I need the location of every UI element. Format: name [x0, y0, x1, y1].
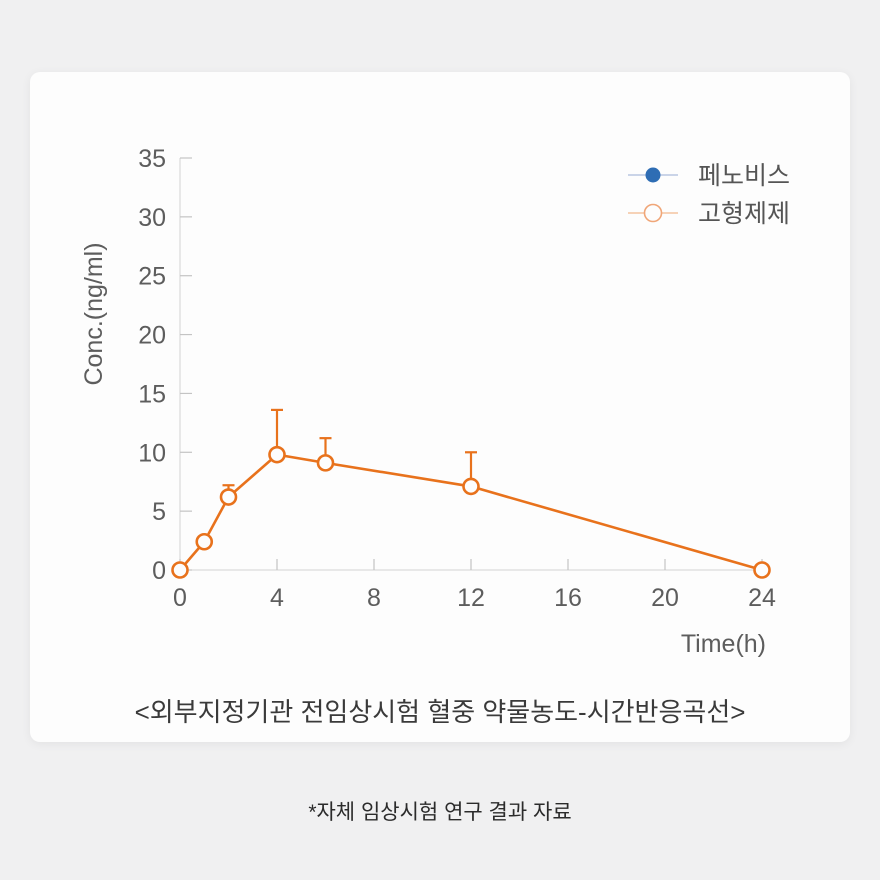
x-tick-label: 20 [651, 584, 679, 612]
line-chart: 0 5 10 15 20 25 30 35 0 4 8 12 16 20 24 Conc.(ng/ml) Tim… [80, 145, 790, 658]
chart-caption: <외부지정기관 전임상시험 혈중 약물농도-시간반응곡선> [134, 697, 746, 727]
x-tick-label: 12 [457, 584, 485, 612]
legend-marker [645, 167, 661, 183]
y-tick-label: 15 [138, 380, 166, 408]
footnote: *자체 임상시험 연구 결과 자료 [308, 801, 572, 824]
data-point [219, 488, 238, 506]
y-axis-title: Conc.(ng/ml) [80, 242, 108, 385]
data-point [268, 445, 286, 464]
legend-label: 고형제제 [698, 200, 790, 228]
y-tick-label: 25 [138, 263, 166, 291]
legend-marker [643, 203, 663, 223]
y-tick-label: 5 [152, 498, 166, 526]
x-tick-label: 16 [554, 584, 582, 612]
data-point [316, 454, 335, 472]
data-point [753, 561, 771, 579]
chart-card: 0 5 10 15 20 25 30 35 0 4 8 12 16 20 24 Conc.(ng/ml) Tim… [30, 72, 850, 742]
y-tick-label: 30 [138, 204, 166, 232]
x-axis-title: Time(h) [681, 630, 766, 658]
y-tick-label: 20 [138, 322, 166, 350]
y-tick-label: 10 [138, 439, 166, 467]
y-tick-label: 0 [152, 557, 166, 585]
x-tick-label: 0 [173, 584, 187, 612]
x-tick-label: 8 [367, 584, 381, 612]
x-tick-label: 24 [748, 584, 776, 612]
x-tick-label: 4 [270, 584, 284, 612]
y-tick-label: 35 [138, 145, 166, 173]
legend-label: 페노비스 [698, 162, 790, 190]
data-point [195, 532, 214, 551]
data-point [171, 561, 189, 579]
data-point [462, 477, 480, 496]
